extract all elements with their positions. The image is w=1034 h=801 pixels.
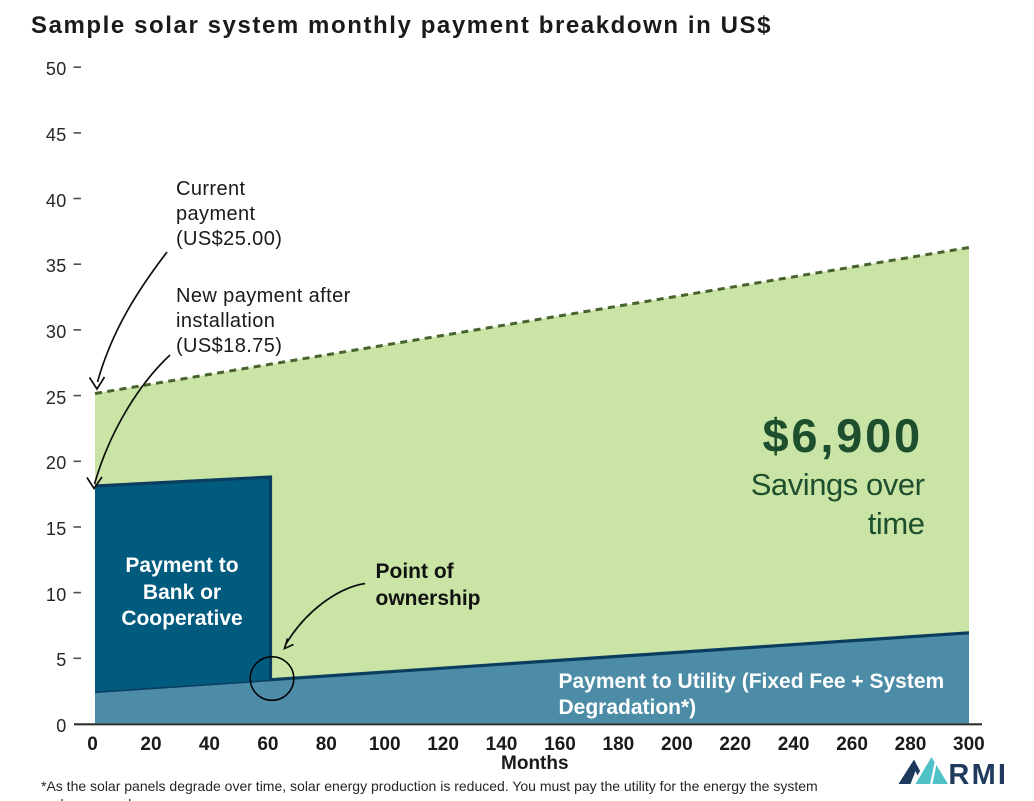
svg-text:RMI: RMI [948, 759, 1008, 791]
